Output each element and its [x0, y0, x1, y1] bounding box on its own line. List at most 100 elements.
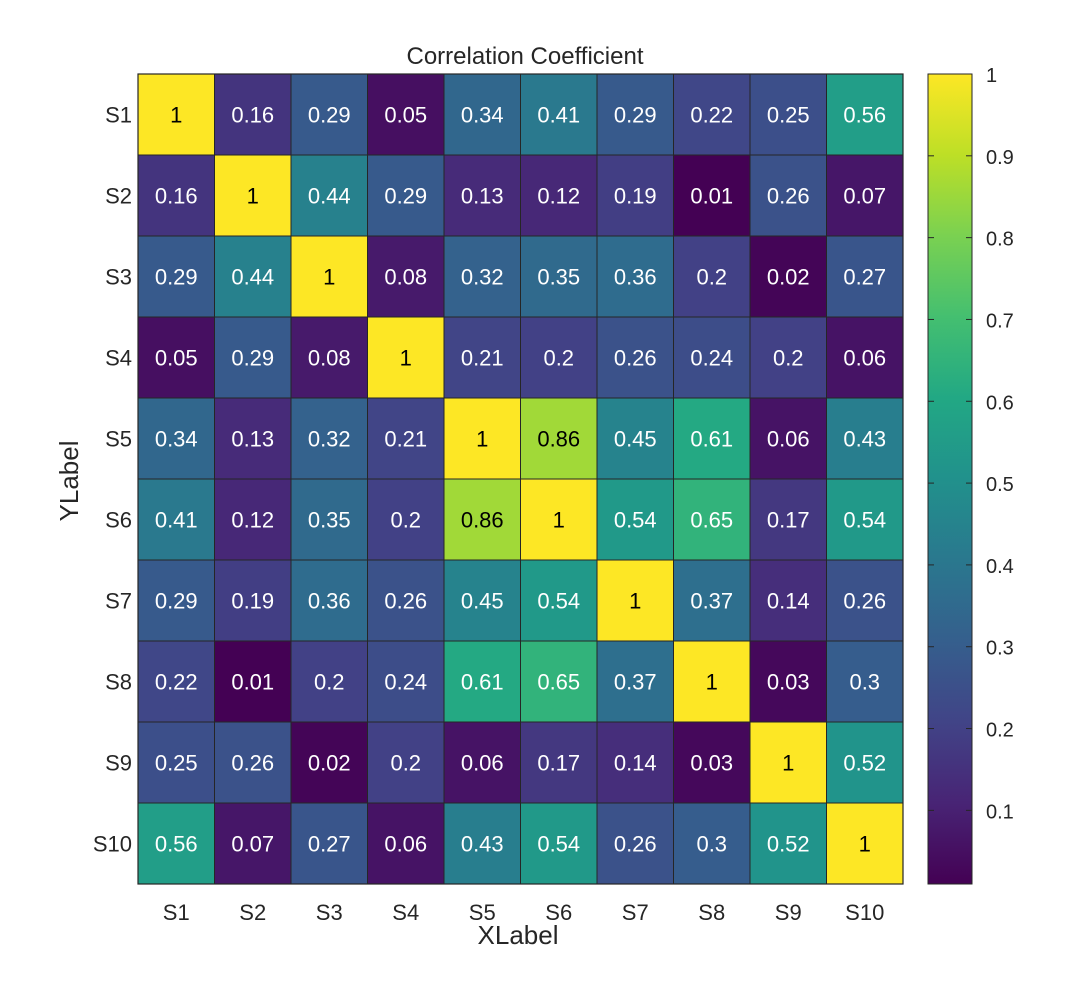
cell-value-label: 0.06	[461, 751, 504, 776]
cell-value-label: 0.26	[843, 589, 886, 614]
cell-value-label: 0.43	[843, 427, 886, 452]
cell-value-label: 0.35	[308, 508, 351, 533]
y-tick-labels: S1 S2 S3 S4 S5 S6 S7 S8 S9 S10	[93, 103, 132, 857]
cell-value-label: 0.13	[231, 427, 274, 452]
cell-value-label: 0.2	[696, 265, 727, 290]
cell-value-label: 0.43	[461, 832, 504, 857]
cell-value-label: 0.03	[690, 751, 733, 776]
heatmap-cell	[290, 802, 368, 885]
colorbar-tick-label: 0.6	[986, 392, 1014, 414]
heatmap-cell	[290, 397, 368, 480]
cell-value-label: 0.01	[690, 184, 733, 209]
y-tick-label: S6	[105, 508, 132, 533]
cell-value-label: 0.54	[843, 508, 886, 533]
heatmap-cell	[214, 478, 292, 561]
y-axis-label: YLabel	[54, 441, 84, 522]
cell-value-label: 1	[400, 346, 412, 371]
cell-value-label: 0.61	[690, 427, 733, 452]
cell-value-label: 0.13	[461, 184, 504, 209]
cell-value-label: 0.21	[461, 346, 504, 371]
heatmap-cell	[749, 802, 827, 885]
cell-value-label: 0.07	[231, 832, 274, 857]
heatmap-cell	[443, 397, 521, 480]
cell-value-label: 0.45	[461, 589, 504, 614]
cell-value-label: 0.12	[537, 184, 580, 209]
heatmap-cell	[749, 559, 827, 642]
x-tick-label: S5	[469, 900, 496, 925]
heatmap-cell	[749, 397, 827, 480]
x-tick-label: S8	[698, 900, 725, 925]
cell-value-label: 0.35	[537, 265, 580, 290]
heatmap-cell	[367, 478, 445, 561]
y-tick-label: S8	[105, 670, 132, 695]
cell-value-label: 0.05	[384, 103, 427, 128]
cell-value-label: 0.34	[155, 427, 198, 452]
cell-value-label: 0.44	[308, 184, 351, 209]
cell-value-label: 0.06	[384, 832, 427, 857]
cell-value-label: 0.86	[537, 427, 580, 452]
y-tick-label: S1	[105, 103, 132, 128]
colorbar-tick-label: 0.1	[986, 801, 1014, 823]
heatmap-cell	[214, 235, 292, 318]
cell-value-label: 0.52	[767, 832, 810, 857]
cell-value-label: 0.36	[614, 265, 657, 290]
cell-value-label: 0.54	[537, 832, 580, 857]
heatmap-cell	[673, 478, 751, 561]
cell-value-label: 0.01	[231, 670, 274, 695]
cell-value-label: 0.27	[843, 265, 886, 290]
heatmap-cell	[749, 640, 827, 723]
y-tick-label: S9	[105, 751, 132, 776]
cell-value-label: 0.37	[690, 589, 733, 614]
cell-value-label: 1	[247, 184, 259, 209]
heatmap-cell	[367, 397, 445, 480]
heatmap-cell	[520, 721, 598, 804]
cell-value-label: 1	[706, 670, 718, 695]
heatmap-cell	[826, 154, 904, 237]
cell-value-label: 0.19	[614, 184, 657, 209]
cell-value-label: 0.16	[231, 103, 274, 128]
heatmap-cell	[367, 802, 445, 885]
cell-value-label: 0.34	[461, 103, 504, 128]
cell-value-label: 0.52	[843, 751, 886, 776]
heatmap-cell	[826, 721, 904, 804]
cell-value-label: 0.24	[384, 670, 427, 695]
heatmap-cell	[826, 640, 904, 723]
cell-value-label: 0.61	[461, 670, 504, 695]
cell-value-label: 0.14	[767, 589, 810, 614]
heatmap-cell	[520, 397, 598, 480]
cell-value-label: 1	[859, 832, 871, 857]
cell-value-label: 0.32	[308, 427, 351, 452]
cell-value-label: 0.29	[308, 103, 351, 128]
x-tick-label: S2	[239, 900, 266, 925]
colorbar-tick-label: 0.4	[986, 556, 1014, 578]
x-tick-label: S6	[545, 900, 572, 925]
heatmap-cell	[673, 559, 751, 642]
cell-value-label: 0.08	[384, 265, 427, 290]
heatmap-cell	[443, 721, 521, 804]
cell-value-label: 1	[323, 265, 335, 290]
cell-value-label: 1	[782, 751, 794, 776]
heatmap-cell	[214, 721, 292, 804]
cell-value-label: 0.02	[308, 751, 351, 776]
cell-value-label: 0.24	[690, 346, 733, 371]
x-tick-label: S1	[163, 900, 190, 925]
heatmap-cell	[214, 640, 292, 723]
heatmap-cell	[137, 73, 215, 156]
heatmap-cell	[749, 478, 827, 561]
x-tick-label: S10	[845, 900, 884, 925]
heatmap-cell	[367, 154, 445, 237]
cell-value-label: 0.21	[384, 427, 427, 452]
heatmap-cell	[596, 397, 674, 480]
cell-value-label: 0.65	[690, 508, 733, 533]
plot-frame	[137, 73, 904, 885]
cell-value-label: 0.29	[231, 346, 274, 371]
colorbar: 0.1 0.2 0.3 0.4 0.5 0.6 0.7 0.8 0.9 1	[927, 65, 1014, 885]
y-tick-label: S7	[105, 589, 132, 614]
cell-value-label: 0.14	[614, 751, 657, 776]
cell-value-label: 0.03	[767, 670, 810, 695]
cell-value-label: 0.06	[843, 346, 886, 371]
cell-value-label: 0.19	[231, 589, 274, 614]
heatmap-cell	[137, 802, 215, 885]
cell-value-label: 0.2	[390, 508, 421, 533]
